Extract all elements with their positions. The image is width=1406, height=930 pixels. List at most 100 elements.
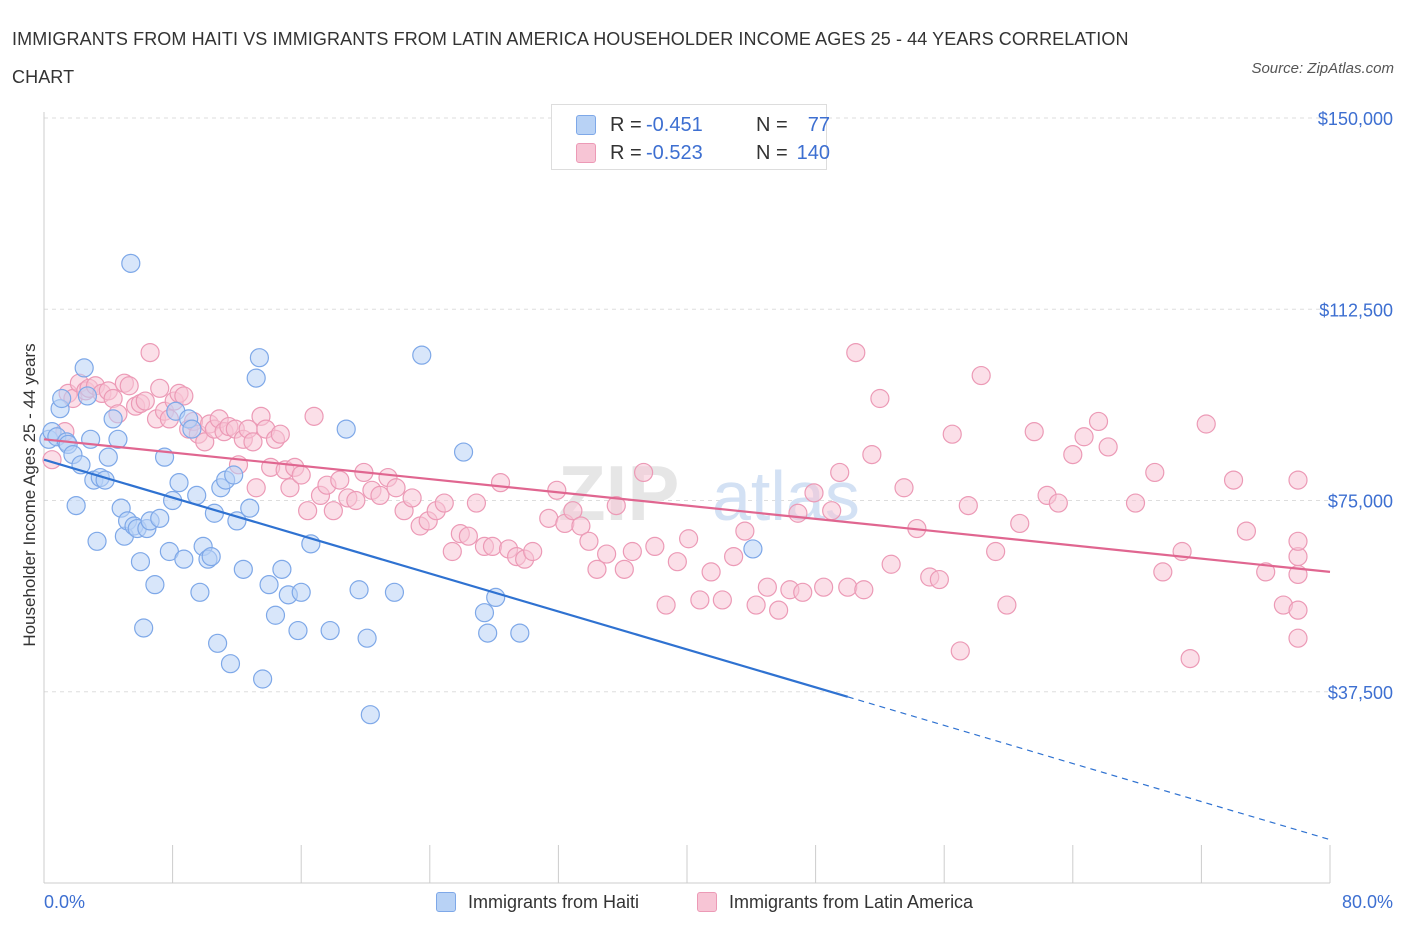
latin-america-point-71 [466,493,487,513]
latin-america-point-89 [622,541,642,562]
latin-america-point-79 [539,508,559,528]
latin-america-point-106 [804,483,824,503]
latin-america-point-131 [1074,427,1094,447]
latin-america-point-121 [950,641,970,661]
trend-line-haiti [43,458,849,698]
latin-america-point-95 [690,590,710,610]
latin-america-point-54 [330,470,350,490]
latin-america-point-96 [701,562,721,582]
haiti-point-64 [320,620,340,641]
haiti-point-27 [134,618,154,638]
latin-america-point-108 [822,501,842,521]
latin-america-point-56 [346,490,366,511]
haiti-point-69 [384,582,405,602]
haiti-point-61 [288,620,308,641]
latin-america-point-38 [243,432,263,452]
haiti-point-23 [121,253,141,273]
latin-america-point-113 [862,445,882,465]
latin-america-point-84 [579,531,599,551]
haiti-point-4 [52,388,72,409]
x-tick-label-min: 0.0% [44,892,85,912]
latin-america-point-140 [1223,470,1244,490]
latin-america-point-147 [1288,600,1308,620]
latin-america-point-98 [724,546,744,567]
latin-america-point-61 [386,478,406,498]
legend-swatch-haiti [576,115,596,135]
latin-america-point-99 [735,521,755,541]
latin-america-point-16 [135,391,155,411]
haiti-point-54 [246,368,266,388]
latin-america-point-107 [814,577,834,597]
latin-america-point-126 [1010,513,1030,534]
latin-america-point-93 [667,552,687,572]
haiti-point-44 [201,546,221,567]
latin-america-point-68 [442,541,462,562]
latin-america-point-116 [894,478,914,498]
latin-america-point-83 [571,516,591,536]
latin-america-point-114 [870,388,890,409]
tick-labels: $37,500 $75,000 $112,500 $150,000 0.0% 80.0% [44,109,1393,912]
latin-america-point-133 [1098,437,1118,457]
haiti-point-75 [510,623,530,643]
latin-america-point-74 [490,473,511,493]
latin-america-point-50 [304,406,324,426]
haiti-point-57 [259,575,279,595]
chart-title: IMMIGRANTS FROM HAITI VS IMMIGRANTS FROM… [12,29,1129,87]
bottom-legend-swatch-latin-america [697,892,717,912]
latin-america-point-130 [1063,445,1083,465]
latin-america-point-127 [1024,422,1044,442]
haiti-point-17 [98,447,118,467]
haiti-point-37 [174,549,194,569]
latin-america-point-28 [195,432,215,452]
haiti-point-55 [249,348,270,368]
haiti-point-26 [130,552,151,572]
latin-america-point-104 [788,503,808,523]
latin-america-point-148 [1288,470,1308,490]
bottom-legend-haiti: Immigrants from Haiti [436,889,639,915]
latin-america-point-102 [769,600,789,620]
legend-r-value-haiti: -0.451 [646,114,703,136]
bottom-legend-label-latin-america: Immigrants from Latin America [729,892,974,912]
latin-america-point-88 [614,559,634,579]
latin-america-point-120 [942,424,962,444]
latin-america-point-53 [323,501,343,521]
latin-america-point-136 [1153,562,1173,582]
haiti-point-30 [145,575,165,595]
haiti-point-8 [66,496,86,516]
latin-america-point-49 [298,501,318,521]
correlation-legend: R = -0.451 N = 77 R = -0.523 N = 140 [551,104,830,170]
haiti-point-70 [412,345,432,365]
haiti-point-65 [336,419,356,439]
haiti-point-39 [182,419,202,439]
latin-america-point-134 [1125,493,1146,513]
haiti-point-45 [204,503,224,523]
latin-america-point-19 [150,378,170,398]
latin-america-point-112 [854,580,874,600]
legend-n-label: N = [756,114,788,136]
latin-america-point-109 [830,462,850,483]
haiti-point-62 [291,582,311,602]
source-label: Source: ZipAtlas.com [1251,60,1394,77]
latin-america-point-97 [712,590,732,610]
legend-r-label: R = [610,142,642,164]
latin-america-point-24 [174,386,194,406]
haiti-point-52 [233,559,253,579]
legend-n-value-haiti: 77 [807,114,830,136]
latin-america-point-105 [793,582,813,602]
latin-america-point-78 [523,541,543,562]
haiti-point-66 [349,580,369,600]
latin-america-point-80 [547,480,567,500]
haiti-point-14 [87,531,107,551]
latin-america-point-48 [291,465,311,485]
legend-r-value-latin-america: -0.523 [646,142,703,164]
haiti-point-36 [169,473,189,493]
series-latin-america-points [42,343,1308,669]
haiti-point-53 [240,498,260,518]
haiti-point-40 [187,485,207,505]
legend-n-label: N = [756,142,788,164]
trend-line-latin-america [43,438,1331,573]
latin-america-point-70 [458,526,478,546]
latin-america-point-129 [1048,493,1068,513]
y-tick-label-2: $112,500 [1319,300,1393,320]
